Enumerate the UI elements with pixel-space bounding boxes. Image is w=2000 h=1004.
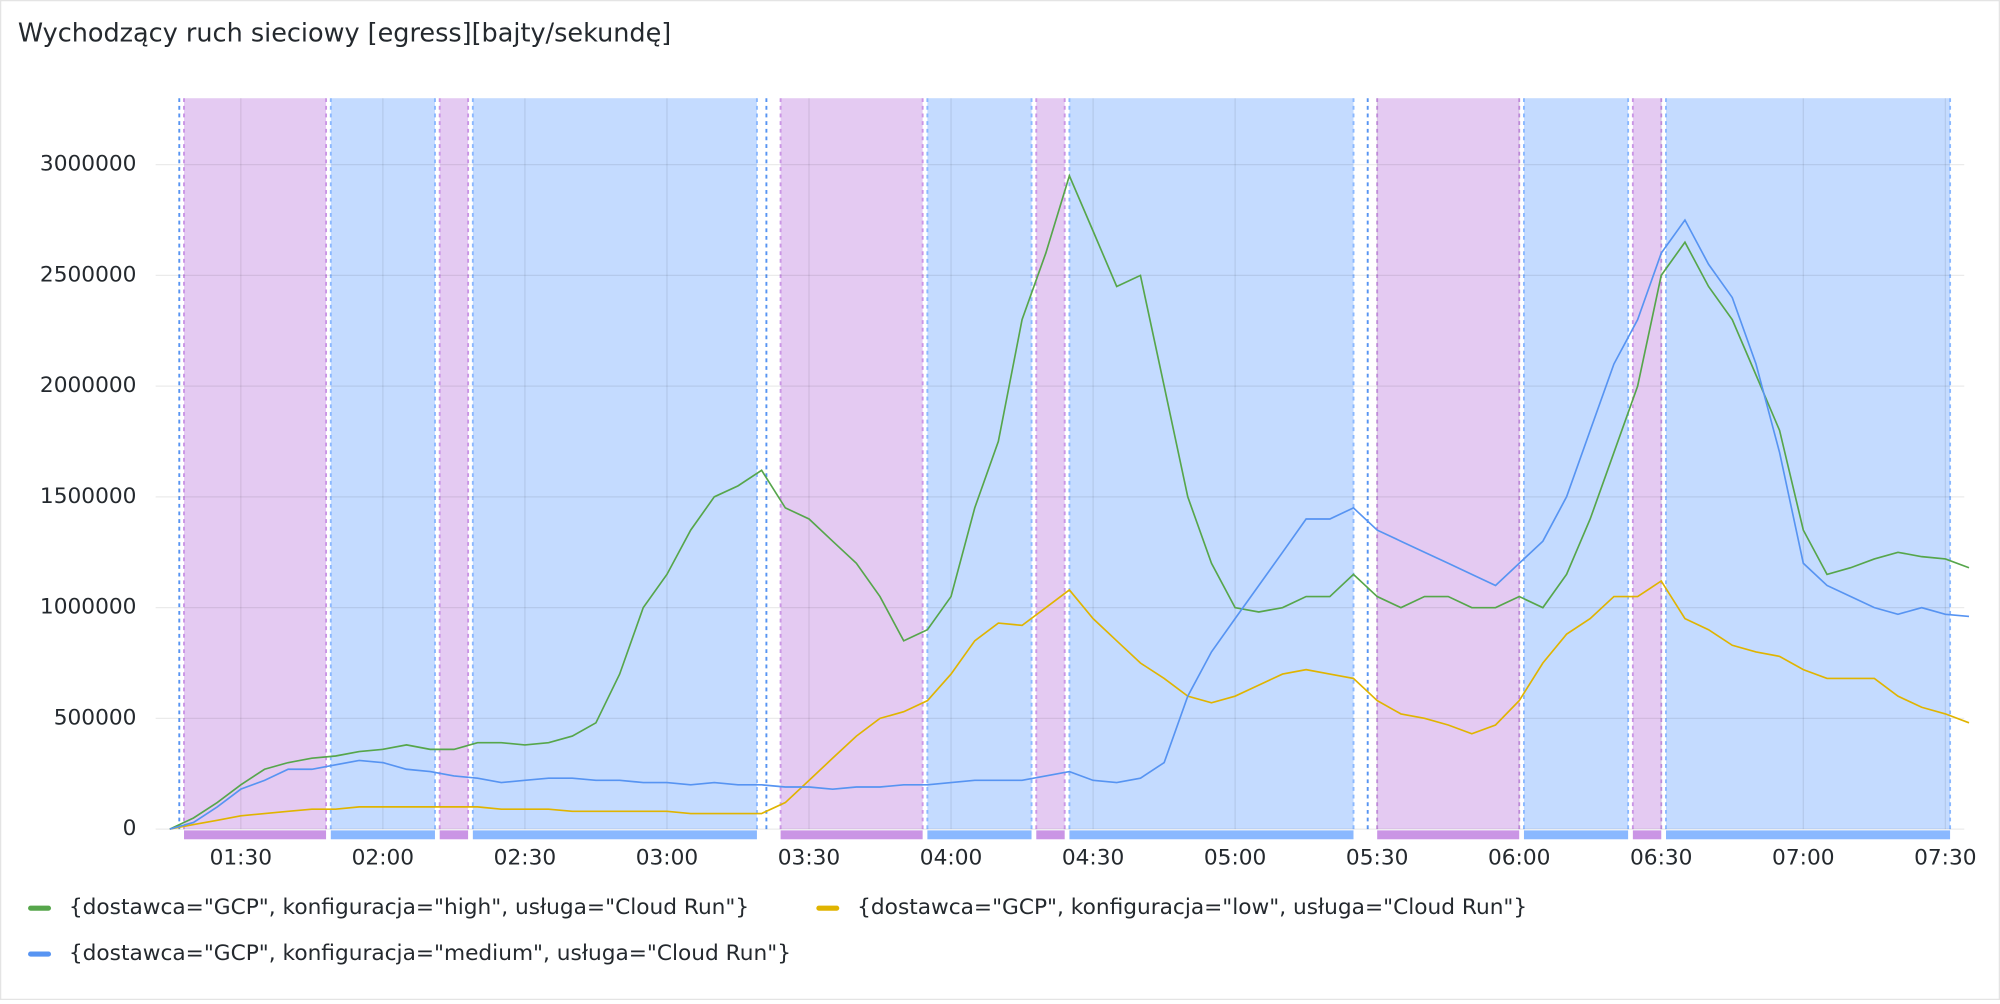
annotation-region-bar bbox=[184, 830, 327, 840]
series-line bbox=[169, 579, 1970, 830]
annotation-region bbox=[439, 98, 469, 830]
annotation-region bbox=[1036, 98, 1065, 830]
annotation-region-bar bbox=[1523, 830, 1629, 840]
y-tick-label: 500000 bbox=[54, 705, 137, 730]
x-tick-label: 04:30 bbox=[1062, 845, 1124, 870]
legend-swatch bbox=[28, 905, 52, 911]
y-tick-label: 3000000 bbox=[40, 152, 137, 177]
x-tick-label: 05:00 bbox=[1204, 845, 1266, 870]
y-tick-label: 1500000 bbox=[40, 484, 137, 509]
annotation-region bbox=[1523, 98, 1629, 830]
x-tick-label: 06:00 bbox=[1488, 845, 1550, 870]
legend-swatch bbox=[816, 905, 840, 911]
y-tick-label: 2000000 bbox=[40, 373, 137, 398]
x-tick-label: 03:00 bbox=[636, 845, 698, 870]
x-tick-label: 05:30 bbox=[1346, 845, 1408, 870]
x-tick-label: 07:00 bbox=[1772, 845, 1834, 870]
chart-title: Wychodzący ruch sieciowy [egress][bajty/… bbox=[18, 18, 671, 48]
annotation-region bbox=[330, 98, 435, 830]
series-line bbox=[169, 218, 1970, 830]
annotation-region-bar bbox=[1036, 830, 1065, 840]
x-tick-label: 01:30 bbox=[210, 845, 272, 870]
annotation-region-bar bbox=[472, 830, 757, 840]
annotation-region-bar bbox=[330, 830, 435, 840]
annotation-region-bar bbox=[1377, 830, 1520, 840]
y-tick-label: 0 bbox=[123, 816, 137, 841]
x-tick-label: 04:00 bbox=[920, 845, 982, 870]
x-tick-label: 02:30 bbox=[494, 845, 556, 870]
legend-label: {dostawca="GCP", konfiguracja="low", usł… bbox=[857, 895, 1527, 920]
y-tick-label: 1000000 bbox=[40, 595, 137, 620]
annotation-region bbox=[780, 98, 923, 830]
annotation-region bbox=[184, 98, 327, 830]
annotation-region-bar bbox=[927, 830, 1032, 840]
x-tick-label: 06:30 bbox=[1630, 845, 1692, 870]
annotation-region bbox=[472, 98, 757, 830]
annotation-region bbox=[1377, 98, 1520, 830]
y-tick-label: 2500000 bbox=[40, 262, 137, 287]
annotation-region bbox=[1632, 98, 1662, 830]
annotation-region-bar bbox=[780, 830, 923, 840]
series-line bbox=[169, 173, 1970, 830]
legend-label: {dostawca="GCP", konfiguracja="medium", … bbox=[69, 941, 791, 966]
x-tick-label: 07:30 bbox=[1914, 845, 1976, 870]
annotation-region bbox=[1069, 98, 1354, 830]
x-tick-label: 03:30 bbox=[778, 845, 840, 870]
annotation-region-bar bbox=[1665, 830, 1951, 840]
x-tick-label: 02:00 bbox=[352, 845, 414, 870]
annotation-region-bar bbox=[1069, 830, 1354, 840]
annotation-region bbox=[927, 98, 1032, 830]
annotation-region-bar bbox=[1632, 830, 1662, 840]
annotation-region bbox=[1665, 98, 1951, 830]
annotation-region-bar bbox=[439, 830, 469, 840]
legend-label: {dostawca="GCP", konfiguracja="high", us… bbox=[69, 895, 749, 920]
legend-swatch bbox=[28, 951, 52, 957]
